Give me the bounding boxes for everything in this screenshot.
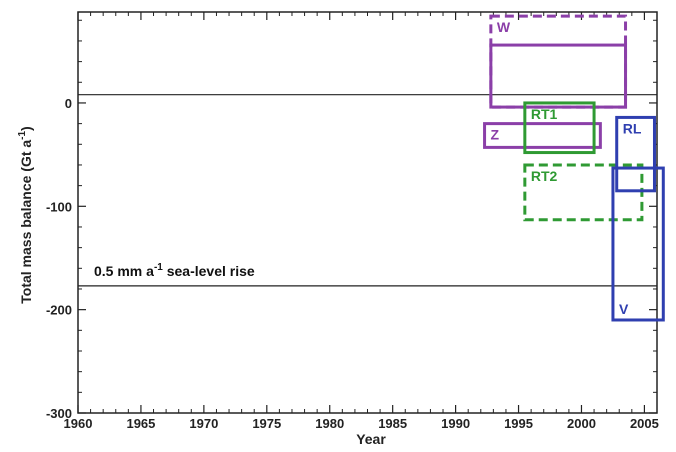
y-axis-label-sup: -1 [17, 131, 28, 140]
y-tick-label: 0 [65, 96, 72, 111]
y-axis-label-close: ) [18, 126, 34, 131]
box-label-z: Z [491, 127, 500, 143]
estimate-box-z [483, 122, 602, 149]
y-tick-label: -300 [46, 406, 72, 421]
plot-area: 1960 1965 1970 1975 1980 1985 1990 1995 2000 2005… [46, 11, 665, 431]
x-tick-label: 1970 [189, 416, 218, 431]
box-label-rt1: RT1 [531, 106, 558, 122]
y-tick-label: -200 [46, 303, 72, 318]
sea-level-annotation-main: 0.5 mm a [94, 263, 154, 279]
sea-level-annotation: 0.5 mm a-1 sea-level rise [94, 262, 255, 279]
x-tick-label: 1965 [126, 416, 155, 431]
estimate-box-rt2 [523, 163, 644, 222]
x-tick-label: 1975 [252, 416, 281, 431]
sea-level-annotation-end: sea-level rise [163, 263, 255, 279]
x-tick-label: 1985 [378, 416, 407, 431]
box-label-rl: RL [623, 120, 642, 136]
estimate-box-rl [615, 115, 656, 193]
x-tick-label: 1980 [315, 416, 344, 431]
sea-level-annotation-sup: -1 [154, 262, 163, 273]
box-label-rt2: RT2 [531, 168, 558, 184]
estimate-box-v [611, 166, 665, 322]
x-tick-label: 1990 [441, 416, 470, 431]
x-tick-label: 2005 [630, 416, 659, 431]
box-label-w: W [497, 19, 511, 35]
y-tick-label: -100 [46, 199, 72, 214]
plot-frame [77, 11, 658, 414]
y-axis-label-main: Total mass balance (Gt a [18, 140, 34, 304]
y-axis-label: Total mass balance (Gt a-1) [17, 126, 34, 303]
estimate-box-w [489, 14, 628, 109]
x-tick-label: 1995 [504, 416, 533, 431]
estimate-box-inner [489, 43, 628, 109]
x-axis-label: Year [356, 431, 386, 447]
estimate-box-rt1 [523, 101, 596, 155]
x-tick-label: 1960 [64, 416, 93, 431]
box-label-v: V [619, 301, 629, 317]
x-tick-label: 2000 [567, 416, 596, 431]
